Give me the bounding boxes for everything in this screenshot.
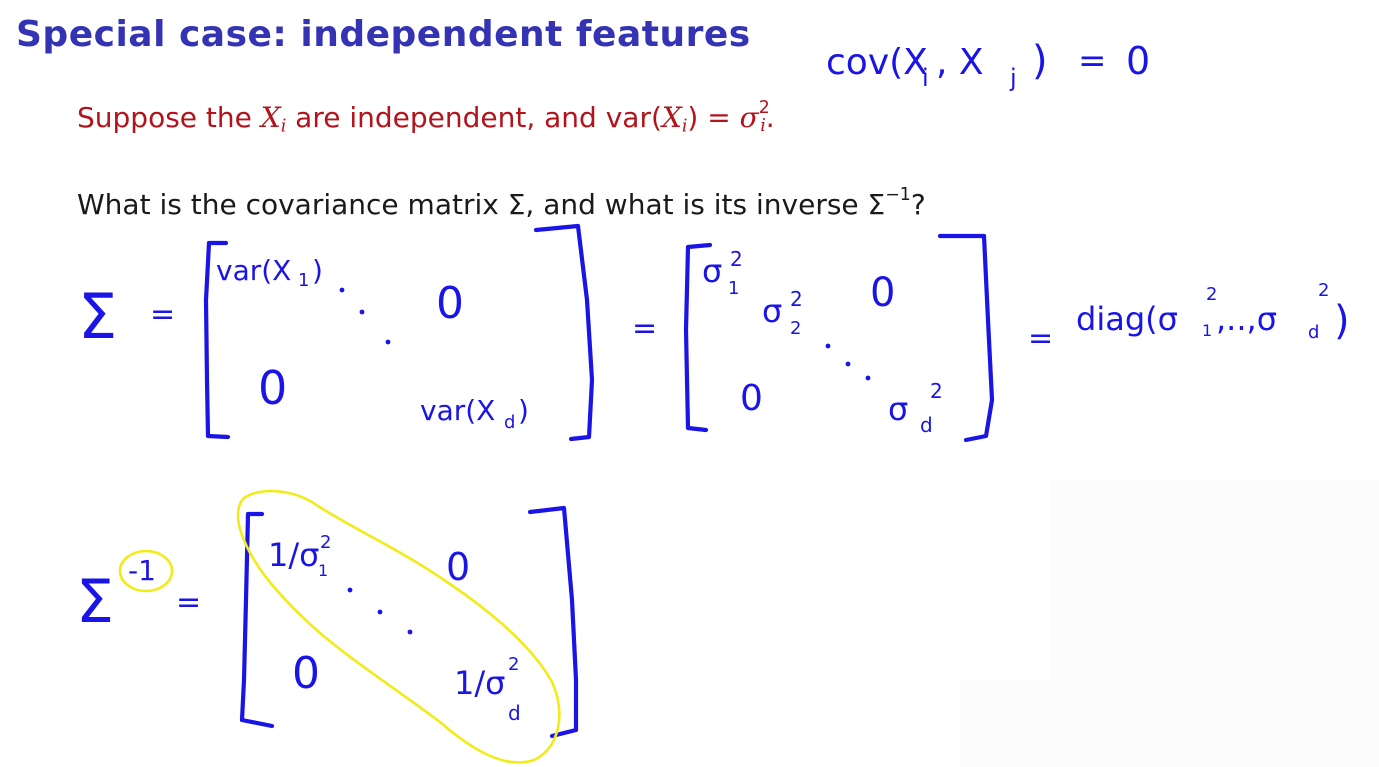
question-statement: What is the covariance matrix Σ, and wha… [77, 185, 926, 221]
inverse-bottom-sup: 2 [508, 654, 519, 675]
suppose-sigma: σ [739, 101, 759, 134]
inverse-top-sub: 1 [318, 561, 328, 580]
matrix3-dot [377, 609, 383, 615]
matrix2-zero-top-right: 0 [870, 270, 895, 316]
matrix1-dot [359, 309, 365, 315]
matrix2-right-bracket [937, 233, 995, 443]
suppose-sub-i2: i [681, 116, 688, 137]
matrix1-top-close: ) [312, 254, 323, 287]
suppose-middle: are independent, and var( [286, 101, 662, 134]
background-patch [960, 680, 1379, 767]
slide-title: Special case: independent features [16, 14, 751, 55]
inverse-top-sup: 2 [320, 532, 331, 553]
matrix2-sigma2-sup: 2 [790, 287, 803, 311]
matrix2-zero-bottom-left: 0 [740, 378, 763, 419]
suppose-sup: 2 [758, 98, 770, 119]
inverse-top-entry: 1/σ [268, 536, 319, 574]
inverse-bottom-entry: 1/σ [454, 664, 505, 702]
sigma-symbol: Σ [78, 280, 117, 353]
equals-3: = [1028, 321, 1053, 356]
matrix2-sigma-d-sup: 2 [930, 379, 943, 403]
inverse-equation: Σ -1 = 1/σ 2 1 0 0 1/σ 2 d [76, 489, 579, 764]
cov-sub-j: j [1009, 64, 1017, 92]
diag-mid: ,..,σ [1216, 300, 1277, 338]
matrix2-sigma-d-sub: d [920, 413, 933, 437]
matrix2-dot [865, 375, 871, 381]
matrix1-zero-top-right: 0 [436, 278, 464, 329]
diag-sigma1-sup: 2 [1206, 284, 1217, 305]
matrix1-top-sub: 1 [298, 270, 309, 291]
cov-close: ) [1032, 38, 1048, 84]
inverse-bottom-sub: d [508, 701, 521, 725]
cov-equation: cov(X i , X j ) = 0 [826, 38, 1150, 92]
inverse-equals: = [176, 585, 201, 620]
matrix3-right-bracket [527, 505, 579, 739]
matrix1-zero-bottom-left: 0 [258, 361, 287, 415]
background-patch [1050, 480, 1379, 680]
inverse-zero-bottom-left: 0 [292, 648, 320, 699]
matrix2-dot [825, 343, 831, 349]
matrix1-right-bracket [533, 223, 595, 442]
suppose-prefix: Suppose the [77, 101, 261, 134]
matrix2-dot [845, 361, 851, 367]
matrix2-sigma1: σ [702, 252, 722, 290]
matrix1-dot [385, 339, 391, 345]
exponent-highlight [118, 549, 174, 593]
diagonal-highlight [236, 489, 561, 764]
equals-2: = [632, 311, 657, 346]
matrix2-sigma1-sub: 1 [728, 278, 739, 299]
cov-zero: 0 [1126, 39, 1150, 83]
sigma-equation: Σ = var(X 1 ) 0 0 var(X d ) = σ 2 1 σ 2 … [78, 223, 1350, 443]
matrix1-bottom-sub: d [504, 412, 515, 433]
inverse-sigma-symbol: Σ [76, 567, 114, 637]
matrix2-left-bracket [683, 242, 713, 433]
question-sup: −1 [885, 185, 911, 206]
matrix2-sigma2: σ [762, 292, 782, 330]
diag-sigma-d-sub: d [1308, 322, 1319, 343]
diag-sigma1-sub: 1 [1202, 321, 1212, 340]
suppose-sub-i: i [280, 116, 287, 137]
suppose-var-x: X [260, 101, 281, 134]
cov-sub-i: i [922, 64, 929, 92]
sigma-equals: = [150, 297, 175, 332]
inverse-zero-top-right: 0 [446, 545, 470, 589]
inverse-exponent: -1 [128, 554, 156, 587]
cov-text: cov(X [826, 42, 928, 83]
question-prefix: What is the covariance matrix Σ, and wha… [77, 188, 886, 221]
suppose-end: . [765, 101, 775, 134]
suppose-var-x2: X [661, 101, 682, 134]
matrix3-dot [347, 587, 353, 593]
matrix1-bottom-entry: var(X [420, 394, 495, 427]
matrix1-bottom-close: ) [518, 394, 529, 427]
matrix2-sigma-d: σ [888, 390, 908, 428]
matrix2-sigma1-sup: 2 [730, 247, 743, 271]
matrix1-left-bracket [203, 240, 231, 440]
diag-close: ) [1334, 298, 1350, 344]
matrix3-dot [407, 629, 413, 635]
diag-text: diag(σ [1076, 300, 1178, 338]
matrix3-left-bracket [239, 511, 275, 729]
matrix2-sigma2-sub: 2 [790, 318, 801, 339]
cov-equals: = [1078, 41, 1107, 81]
matrix1-top-entry: var(X [216, 254, 291, 287]
suppose-sub-i3: i [760, 116, 766, 137]
suppose-statement: Suppose the Xi are independent, and var(… [77, 98, 775, 137]
suppose-after: ) = [687, 101, 740, 134]
diag-sigma-d-sup: 2 [1318, 280, 1329, 301]
question-end: ? [910, 188, 926, 221]
matrix1-dot [339, 287, 345, 293]
cov-comma-x: , X [936, 42, 984, 83]
